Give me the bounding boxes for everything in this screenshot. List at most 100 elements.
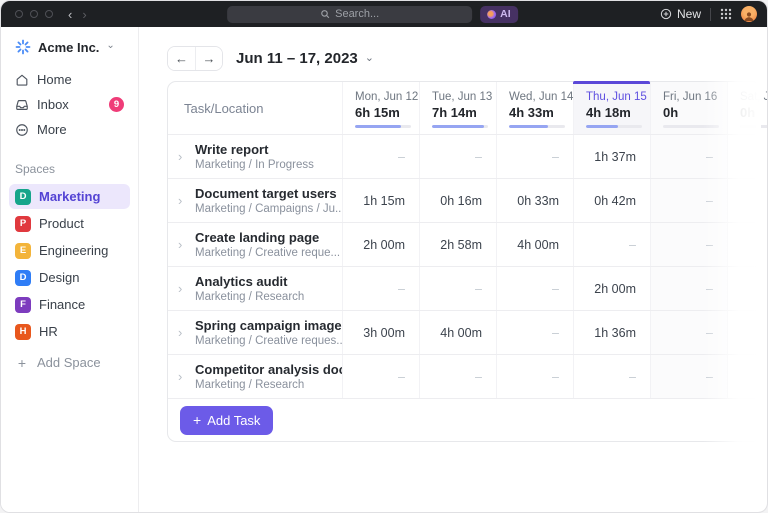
expand-row-icon[interactable]: › bbox=[178, 281, 183, 296]
time-cell[interactable]: – bbox=[650, 223, 727, 266]
time-cell[interactable]: – bbox=[573, 223, 650, 266]
expand-row-icon[interactable]: › bbox=[178, 193, 183, 208]
time-cell[interactable]: 0h 16m bbox=[419, 179, 496, 222]
task-title[interactable]: Analytics audit bbox=[195, 274, 288, 289]
sidebar-item-marketing[interactable]: D Marketing bbox=[9, 184, 130, 209]
time-cell[interactable]: – bbox=[342, 135, 419, 178]
expand-row-icon[interactable]: › bbox=[178, 149, 183, 164]
add-space-button[interactable]: + Add Space bbox=[1, 350, 138, 375]
table-footer: + Add Task bbox=[168, 398, 760, 441]
sidebar-item-label: Inbox bbox=[37, 97, 69, 112]
time-cell[interactable]: 3h 00m bbox=[342, 311, 419, 354]
search-input[interactable]: Search... bbox=[227, 5, 473, 23]
space-label: Design bbox=[39, 270, 80, 285]
sidebar-item-more[interactable]: More bbox=[1, 117, 138, 142]
time-cell[interactable]: – bbox=[419, 355, 496, 398]
week-range-selector[interactable]: Jun 11 – 17, 2023 ⌄ bbox=[236, 50, 374, 67]
sidebar-item-design[interactable]: D Design bbox=[9, 265, 130, 290]
task-title[interactable]: Competitor analysis doc bbox=[195, 362, 342, 377]
task-cell[interactable]: › Analytics audit Marketing / Research bbox=[168, 267, 342, 310]
space-avatar: P bbox=[15, 215, 31, 232]
day-column-sat-partial[interactable]: Sat, Jun 17 0h bbox=[727, 82, 767, 134]
expand-row-icon[interactable]: › bbox=[178, 237, 183, 252]
sidebar-item-finance[interactable]: F Finance bbox=[9, 292, 130, 317]
task-cell[interactable]: › Document target users Marketing / Camp… bbox=[168, 179, 342, 222]
time-cell[interactable]: 1h 37m bbox=[573, 135, 650, 178]
day-column-fri[interactable]: Fri, Jun 16 0h bbox=[650, 82, 727, 134]
ai-button[interactable]: AI bbox=[480, 5, 518, 23]
add-space-label: Add Space bbox=[37, 355, 101, 370]
task-cell[interactable]: › Spring campaign image a... Marketing /… bbox=[168, 311, 342, 354]
time-cell[interactable]: – bbox=[342, 267, 419, 310]
time-cell[interactable]: – bbox=[650, 135, 727, 178]
task-location: Marketing / In Progress bbox=[195, 159, 314, 171]
day-label: Wed, Jun 14 bbox=[509, 91, 574, 103]
day-label: Sat, Jun 17 bbox=[740, 91, 767, 103]
history-back-button[interactable]: ‹ bbox=[63, 8, 77, 21]
time-cell[interactable]: 0h 33m bbox=[496, 179, 573, 222]
task-location: Marketing / Campaigns / Ju... bbox=[195, 203, 342, 215]
space-label: Marketing bbox=[39, 189, 101, 204]
time-cell[interactable]: – bbox=[419, 267, 496, 310]
task-cell[interactable]: › Competitor analysis doc Marketing / Re… bbox=[168, 355, 342, 398]
sidebar-item-engineering[interactable]: E Engineering bbox=[9, 238, 130, 263]
task-row: › Competitor analysis doc Marketing / Re… bbox=[168, 354, 760, 398]
expand-row-icon[interactable]: › bbox=[178, 369, 183, 384]
time-cell[interactable]: – bbox=[496, 311, 573, 354]
day-total: 7h 14m bbox=[432, 105, 477, 120]
time-cell[interactable]: 4h 00m bbox=[419, 311, 496, 354]
space-avatar: E bbox=[15, 242, 31, 259]
zoom-window-button[interactable] bbox=[45, 10, 53, 18]
spaces-section-header: Spaces bbox=[15, 162, 56, 176]
add-task-button[interactable]: + Add Task bbox=[180, 405, 274, 435]
next-week-button[interactable]: → bbox=[195, 47, 222, 70]
time-cell[interactable]: 0h 42m bbox=[573, 179, 650, 222]
time-cell[interactable]: 2h 00m bbox=[342, 223, 419, 266]
previous-week-button[interactable]: ← bbox=[168, 47, 195, 70]
task-title[interactable]: Write report bbox=[195, 142, 269, 157]
week-navigation: ← → Jun 11 – 17, 2023 ⌄ bbox=[167, 46, 767, 71]
close-window-button[interactable] bbox=[15, 10, 23, 18]
new-button[interactable]: New bbox=[660, 7, 701, 21]
app-grid-button[interactable] bbox=[720, 8, 732, 20]
time-cell[interactable]: 1h 36m bbox=[573, 311, 650, 354]
minimize-window-button[interactable] bbox=[30, 10, 38, 18]
day-column-wed[interactable]: Wed, Jun 14 4h 33m bbox=[496, 82, 573, 134]
history-forward-button[interactable]: › bbox=[77, 8, 91, 21]
time-cell[interactable]: – bbox=[650, 311, 727, 354]
plus-icon: + bbox=[17, 354, 27, 371]
time-cell[interactable]: 4h 00m bbox=[496, 223, 573, 266]
chevron-down-icon: ⌄ bbox=[106, 40, 115, 51]
task-title[interactable]: Document target users bbox=[195, 186, 337, 201]
time-cell[interactable]: 2h 00m bbox=[573, 267, 650, 310]
time-cell[interactable]: – bbox=[496, 135, 573, 178]
time-cell[interactable]: – bbox=[419, 135, 496, 178]
day-total: 0h bbox=[663, 105, 679, 120]
day-column-mon[interactable]: Mon, Jun 12 6h 15m bbox=[342, 82, 419, 134]
time-cell[interactable]: 2h 58m bbox=[419, 223, 496, 266]
plus-circle-icon bbox=[660, 8, 672, 20]
time-cell[interactable]: – bbox=[342, 355, 419, 398]
time-cell[interactable]: – bbox=[496, 267, 573, 310]
time-cell[interactable]: 1h 15m bbox=[342, 179, 419, 222]
workspace-switcher[interactable]: Acme Inc. ⌄ bbox=[1, 37, 138, 67]
time-cell-partial bbox=[727, 355, 760, 398]
user-avatar[interactable] bbox=[741, 6, 757, 22]
sidebar-item-home[interactable]: Home bbox=[1, 67, 138, 92]
expand-row-icon[interactable]: › bbox=[178, 325, 183, 340]
day-column-thu-selected[interactable]: Thu, Jun 15 4h 18m bbox=[573, 81, 650, 134]
task-title[interactable]: Create landing page bbox=[195, 230, 320, 245]
time-cell[interactable]: – bbox=[650, 355, 727, 398]
task-title[interactable]: Spring campaign image a... bbox=[195, 318, 342, 333]
sidebar-item-product[interactable]: P Product bbox=[9, 211, 130, 236]
task-cell[interactable]: › Create landing page Marketing / Creati… bbox=[168, 223, 342, 266]
time-cell[interactable]: – bbox=[573, 355, 650, 398]
time-cell[interactable]: – bbox=[650, 179, 727, 222]
task-cell[interactable]: › Write report Marketing / In Progress bbox=[168, 135, 342, 178]
sidebar-item-inbox[interactable]: Inbox 9 bbox=[1, 92, 138, 117]
sidebar-item-hr[interactable]: H HR bbox=[9, 319, 130, 344]
day-column-tue[interactable]: Tue, Jun 13 7h 14m bbox=[419, 82, 496, 134]
time-cell[interactable]: – bbox=[650, 267, 727, 310]
time-cell[interactable]: – bbox=[496, 355, 573, 398]
